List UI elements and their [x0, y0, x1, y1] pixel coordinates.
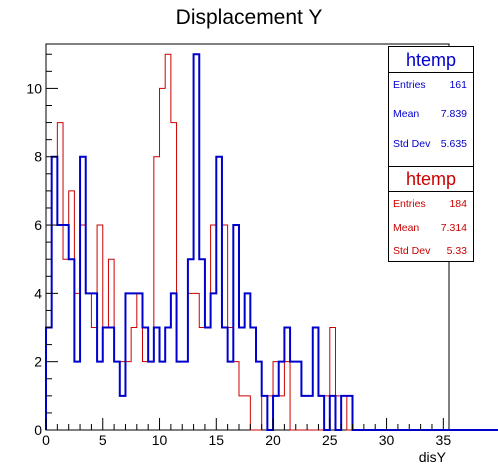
x-tick-label: 5 [99, 432, 107, 448]
x-tick-label: 10 [152, 432, 168, 448]
x-tick-label: 15 [208, 432, 224, 448]
histogram-series-blue [45, 53, 498, 431]
stats-mean-value: 7.839 [440, 108, 467, 120]
stats-entries-value: 184 [449, 198, 467, 210]
stats-entries-value: 161 [449, 79, 467, 91]
x-axis-label: disY [419, 449, 447, 465]
stats-entries-label: Entries [393, 198, 426, 210]
x-tick-label: 35 [436, 432, 452, 448]
y-tick-label: 8 [34, 149, 42, 165]
stats-stddev-value: 5.635 [440, 138, 467, 150]
stats-box-title: htemp [405, 50, 457, 70]
stats-mean-label: Mean [393, 222, 420, 234]
stats-mean-label: Mean [393, 108, 420, 120]
chart-title: Displacement Y [176, 6, 323, 29]
stats-box-red: htemp Entries 184 Mean 7.314 Std Dev 5.3… [388, 166, 474, 262]
y-tick-label: 4 [34, 285, 42, 301]
x-tick-label: 0 [42, 432, 50, 448]
y-tick-label: 0 [34, 422, 42, 438]
stats-stddev-label: Std Dev [393, 138, 431, 150]
x-tick-label: 25 [322, 432, 338, 448]
stats-entries-label: Entries [393, 79, 426, 91]
y-tick-label: 2 [34, 354, 42, 370]
x-tick-label: 20 [265, 432, 281, 448]
y-tick-label: 10 [26, 80, 42, 96]
stats-box-title: htemp [405, 169, 457, 189]
stats-stddev-value: 5.33 [446, 245, 467, 257]
x-tick-label: 30 [379, 432, 395, 448]
y-tick-label: 6 [34, 217, 42, 233]
stats-box-blue: htemp Entries 161 Mean 7.839 Std Dev 5.6… [388, 46, 474, 170]
stats-mean-value: 7.314 [440, 222, 467, 234]
stats-stddev-label: Std Dev [393, 245, 431, 257]
